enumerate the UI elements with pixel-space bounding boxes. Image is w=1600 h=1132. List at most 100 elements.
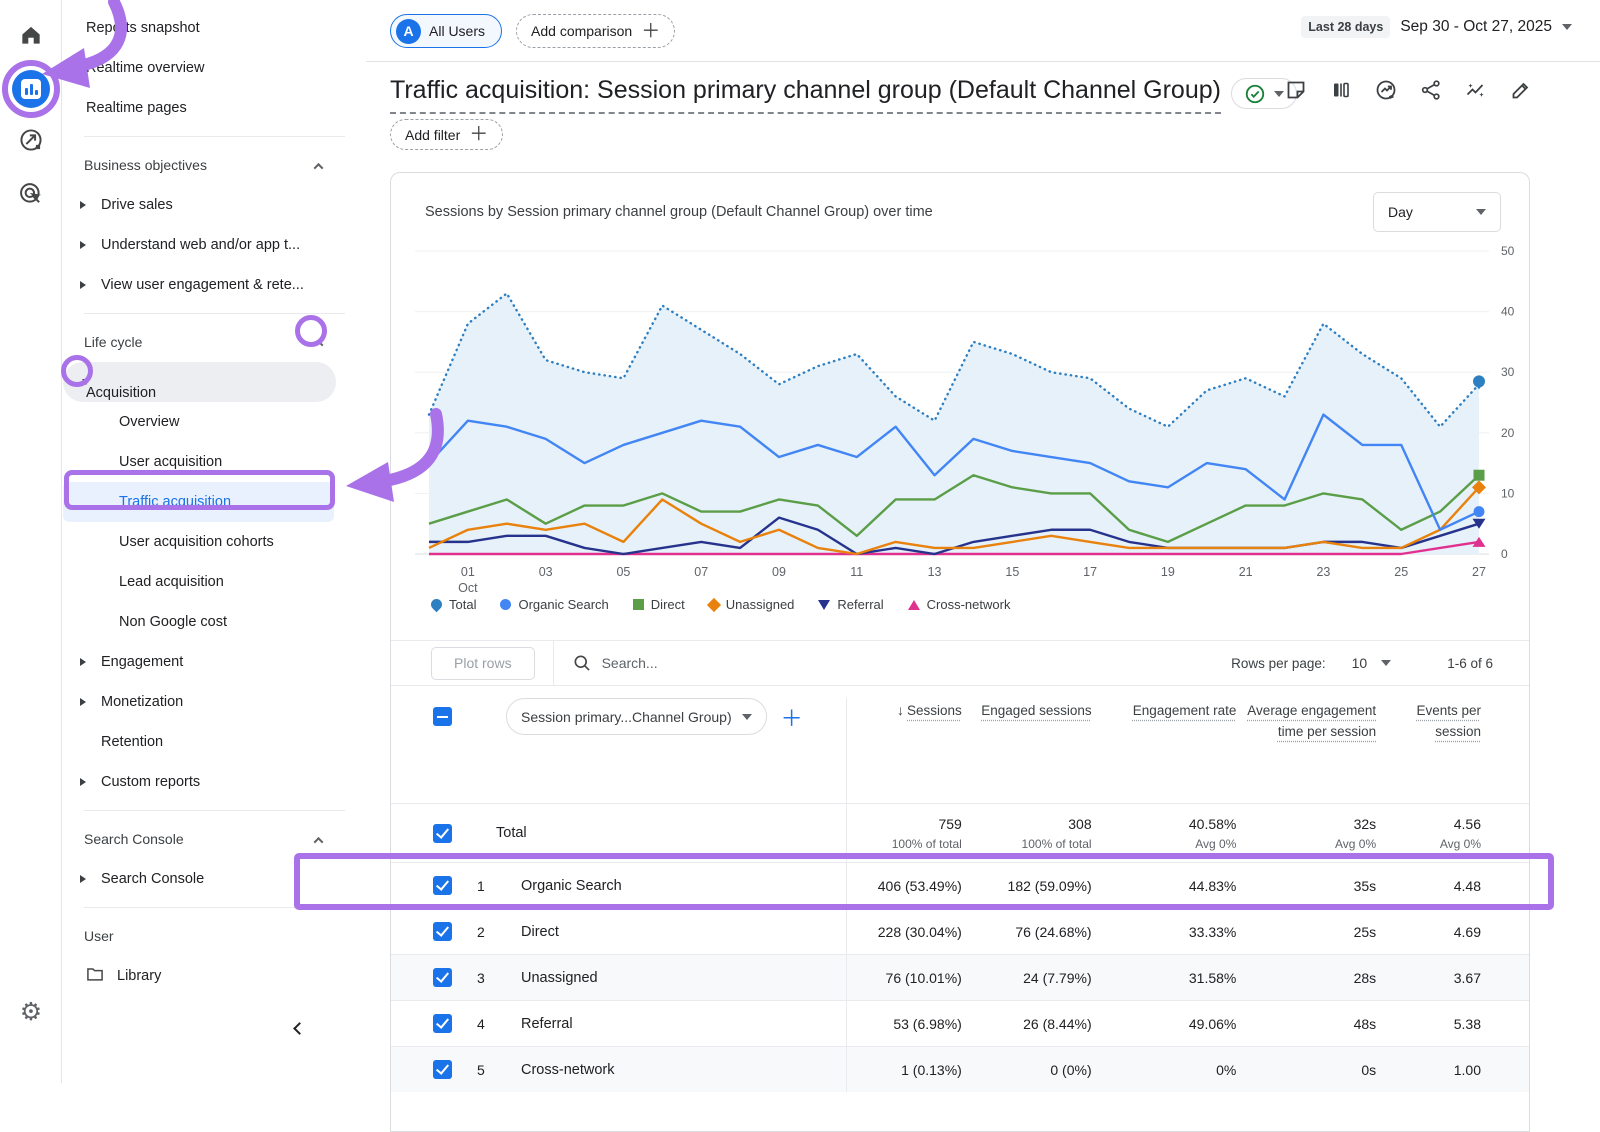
insights-icon[interactable]: [1374, 78, 1398, 102]
table-search[interactable]: Search...: [572, 653, 658, 673]
row-index: 3: [477, 970, 507, 986]
expand-triangle-icon[interactable]: [80, 778, 86, 786]
expand-triangle-icon[interactable]: [80, 698, 86, 706]
date-range-text: Sep 30 - Oct 27, 2025: [1400, 18, 1552, 36]
column-header-engagement-rate[interactable]: Engagement rate: [1092, 700, 1237, 721]
sidebar-section-life-cycle[interactable]: Life cycle: [63, 322, 366, 362]
select-all-checkbox[interactable]: [433, 707, 452, 726]
metric-cell: 53 (6.98%): [847, 1016, 962, 1032]
rows-per-page-select[interactable]: 10: [1352, 655, 1392, 671]
metric-cell: 5.38: [1376, 1016, 1481, 1032]
sidebar-section-business-objectives[interactable]: Business objectives: [63, 145, 366, 185]
sidebar-item-non-google-cost[interactable]: Non Google cost: [63, 602, 366, 642]
sidebar-item-realtime-overview[interactable]: Realtime overview: [63, 48, 366, 88]
chevron-up-icon[interactable]: [315, 157, 322, 173]
expand-triangle-icon[interactable]: [80, 281, 86, 289]
legend-label: Organic Search: [518, 597, 608, 612]
row-index: 2: [477, 924, 507, 940]
metric-cell: 0%: [1092, 1062, 1237, 1078]
metric-cell: 24 (7.79%): [962, 970, 1092, 986]
add-filter-button[interactable]: Add filter ＋: [390, 119, 503, 150]
sidebar-item-user-acquisition[interactable]: User acquisition: [63, 442, 366, 482]
legend-item-unassigned: Unassigned: [709, 597, 795, 612]
sidebar-item-label: Understand web and/or app t...: [63, 237, 300, 253]
sidebar-section-user[interactable]: User: [63, 916, 366, 956]
sidebar-item-drive-sales[interactable]: Drive sales: [63, 185, 366, 225]
report-card: Sessions by Session primary channel grou…: [390, 172, 1530, 1132]
metric-cell: 31.58%: [1092, 970, 1237, 986]
column-header-sessions[interactable]: ↓Sessions: [847, 700, 962, 721]
sidebar-item-understand-web-and-or-app-t[interactable]: Understand web and/or app t...: [63, 225, 366, 265]
dimension-selector[interactable]: Session primary...Channel Group): [506, 698, 767, 735]
table-row-organic-search[interactable]: 1Organic Search406 (53.49%)182 (59.09%)4…: [391, 862, 1529, 908]
collapse-caret-icon[interactable]: Acquisition: [77, 379, 95, 385]
column-header-engaged-sessions[interactable]: Engaged sessions: [962, 700, 1092, 721]
section-label: Life cycle: [63, 334, 142, 350]
column-header-events-per-session[interactable]: Events per session: [1376, 700, 1481, 742]
home-icon[interactable]: [0, 22, 62, 48]
granularity-select[interactable]: Day: [1373, 192, 1501, 232]
metric-cell: 40.58%Avg 0%: [1092, 816, 1237, 851]
sidebar-collapse-icon[interactable]: [295, 1020, 304, 1038]
sidebar-item-label: View user engagement & rete...: [63, 277, 304, 293]
sidebar-item-traffic-acquisition[interactable]: Traffic acquisition: [63, 482, 334, 522]
sidebar-item-overview[interactable]: Overview: [63, 402, 366, 442]
edit-pencil-icon[interactable]: [1509, 78, 1533, 102]
row-checkbox[interactable]: [433, 1060, 452, 1079]
sidebar-item-acquisition[interactable]: Acquisition: [63, 362, 336, 402]
date-preset-badge: Last 28 days: [1301, 16, 1390, 38]
diamond-marker-icon: [707, 597, 721, 611]
table-row-direct[interactable]: 2Direct228 (30.04%)76 (24.68%)33.33%25s4…: [391, 908, 1529, 954]
sparkline-icon[interactable]: [1464, 78, 1488, 102]
sidebar-item-label: Reports snapshot: [63, 20, 200, 36]
expand-triangle-icon[interactable]: [80, 241, 86, 249]
chevron-up-icon[interactable]: [315, 334, 322, 350]
sidebar-item-lead-acquisition[interactable]: Lead acquisition: [63, 562, 366, 602]
sidebar-section-search-console[interactable]: Search Console: [63, 819, 366, 859]
table-row-referral[interactable]: 4Referral53 (6.98%)26 (8.44%)49.06%48s5.…: [391, 1000, 1529, 1046]
rows-per-page-value: 10: [1352, 655, 1368, 671]
settings-gear-icon[interactable]: ⚙: [0, 1000, 62, 1025]
row-checkbox[interactable]: [433, 922, 452, 941]
expand-triangle-icon[interactable]: [80, 875, 86, 883]
add-comparison-button[interactable]: Add comparison ＋: [516, 14, 675, 48]
share-icon[interactable]: [1419, 78, 1443, 102]
chevron-up-icon[interactable]: [315, 831, 322, 847]
row-checkbox[interactable]: [433, 968, 452, 987]
metric-cell: 26 (8.44%): [962, 1016, 1092, 1032]
explore-icon[interactable]: [0, 180, 62, 208]
compare-icon[interactable]: [1329, 78, 1353, 102]
plot-rows-button[interactable]: Plot rows: [431, 647, 535, 680]
table-row-unassigned[interactable]: 3Unassigned76 (10.01%)24 (7.79%)31.58%28…: [391, 954, 1529, 1000]
column-header-average-engagement-time-per-session[interactable]: Average engagement time per session: [1236, 700, 1376, 742]
date-range-picker[interactable]: Last 28 days Sep 30 - Oct 27, 2025: [1301, 16, 1572, 38]
advertising-icon[interactable]: [0, 126, 62, 154]
sidebar-item-library[interactable]: Library: [63, 956, 366, 996]
metric-cell: 4.69: [1376, 924, 1481, 940]
svg-text:07: 07: [694, 565, 708, 579]
sidebar-item-view-user-engagement-rete[interactable]: View user engagement & rete...: [63, 265, 366, 305]
sidebar-item-label: Lead acquisition: [63, 574, 224, 590]
legend-label: Cross-network: [927, 597, 1011, 612]
row-checkbox[interactable]: [433, 876, 452, 895]
sidebar-item-custom-reports[interactable]: Custom reports: [63, 762, 366, 802]
sidebar-item-reports-snapshot[interactable]: Reports snapshot: [63, 8, 366, 48]
add-dimension-icon[interactable]: ＋: [781, 701, 803, 733]
pagination-status: 1-6 of 6: [1447, 656, 1493, 671]
sidebar-item-user-acquisition-cohorts[interactable]: User acquisition cohorts: [63, 522, 366, 562]
svg-text:0: 0: [1501, 547, 1508, 561]
sidebar-item-retention[interactable]: Retention: [63, 722, 366, 762]
expand-triangle-icon[interactable]: [80, 201, 86, 209]
expand-triangle-icon[interactable]: [80, 658, 86, 666]
audience-chip[interactable]: A All Users: [390, 14, 502, 48]
sidebar-item-search-console[interactable]: Search Console: [63, 859, 366, 899]
sidebar-item-engagement[interactable]: Engagement: [63, 642, 366, 682]
total-row-checkbox[interactable]: [433, 824, 452, 843]
reports-icon[interactable]: [0, 70, 62, 108]
sidebar-item-monetization[interactable]: Monetization: [63, 682, 366, 722]
chevron-down-icon: [1562, 24, 1572, 30]
note-icon[interactable]: [1284, 78, 1308, 102]
row-checkbox[interactable]: [433, 1014, 452, 1033]
table-row-cross-network[interactable]: 5Cross-network1 (0.13%)0 (0%)0%0s1.00: [391, 1046, 1529, 1092]
sidebar-item-realtime-pages[interactable]: Realtime pages: [63, 88, 366, 128]
